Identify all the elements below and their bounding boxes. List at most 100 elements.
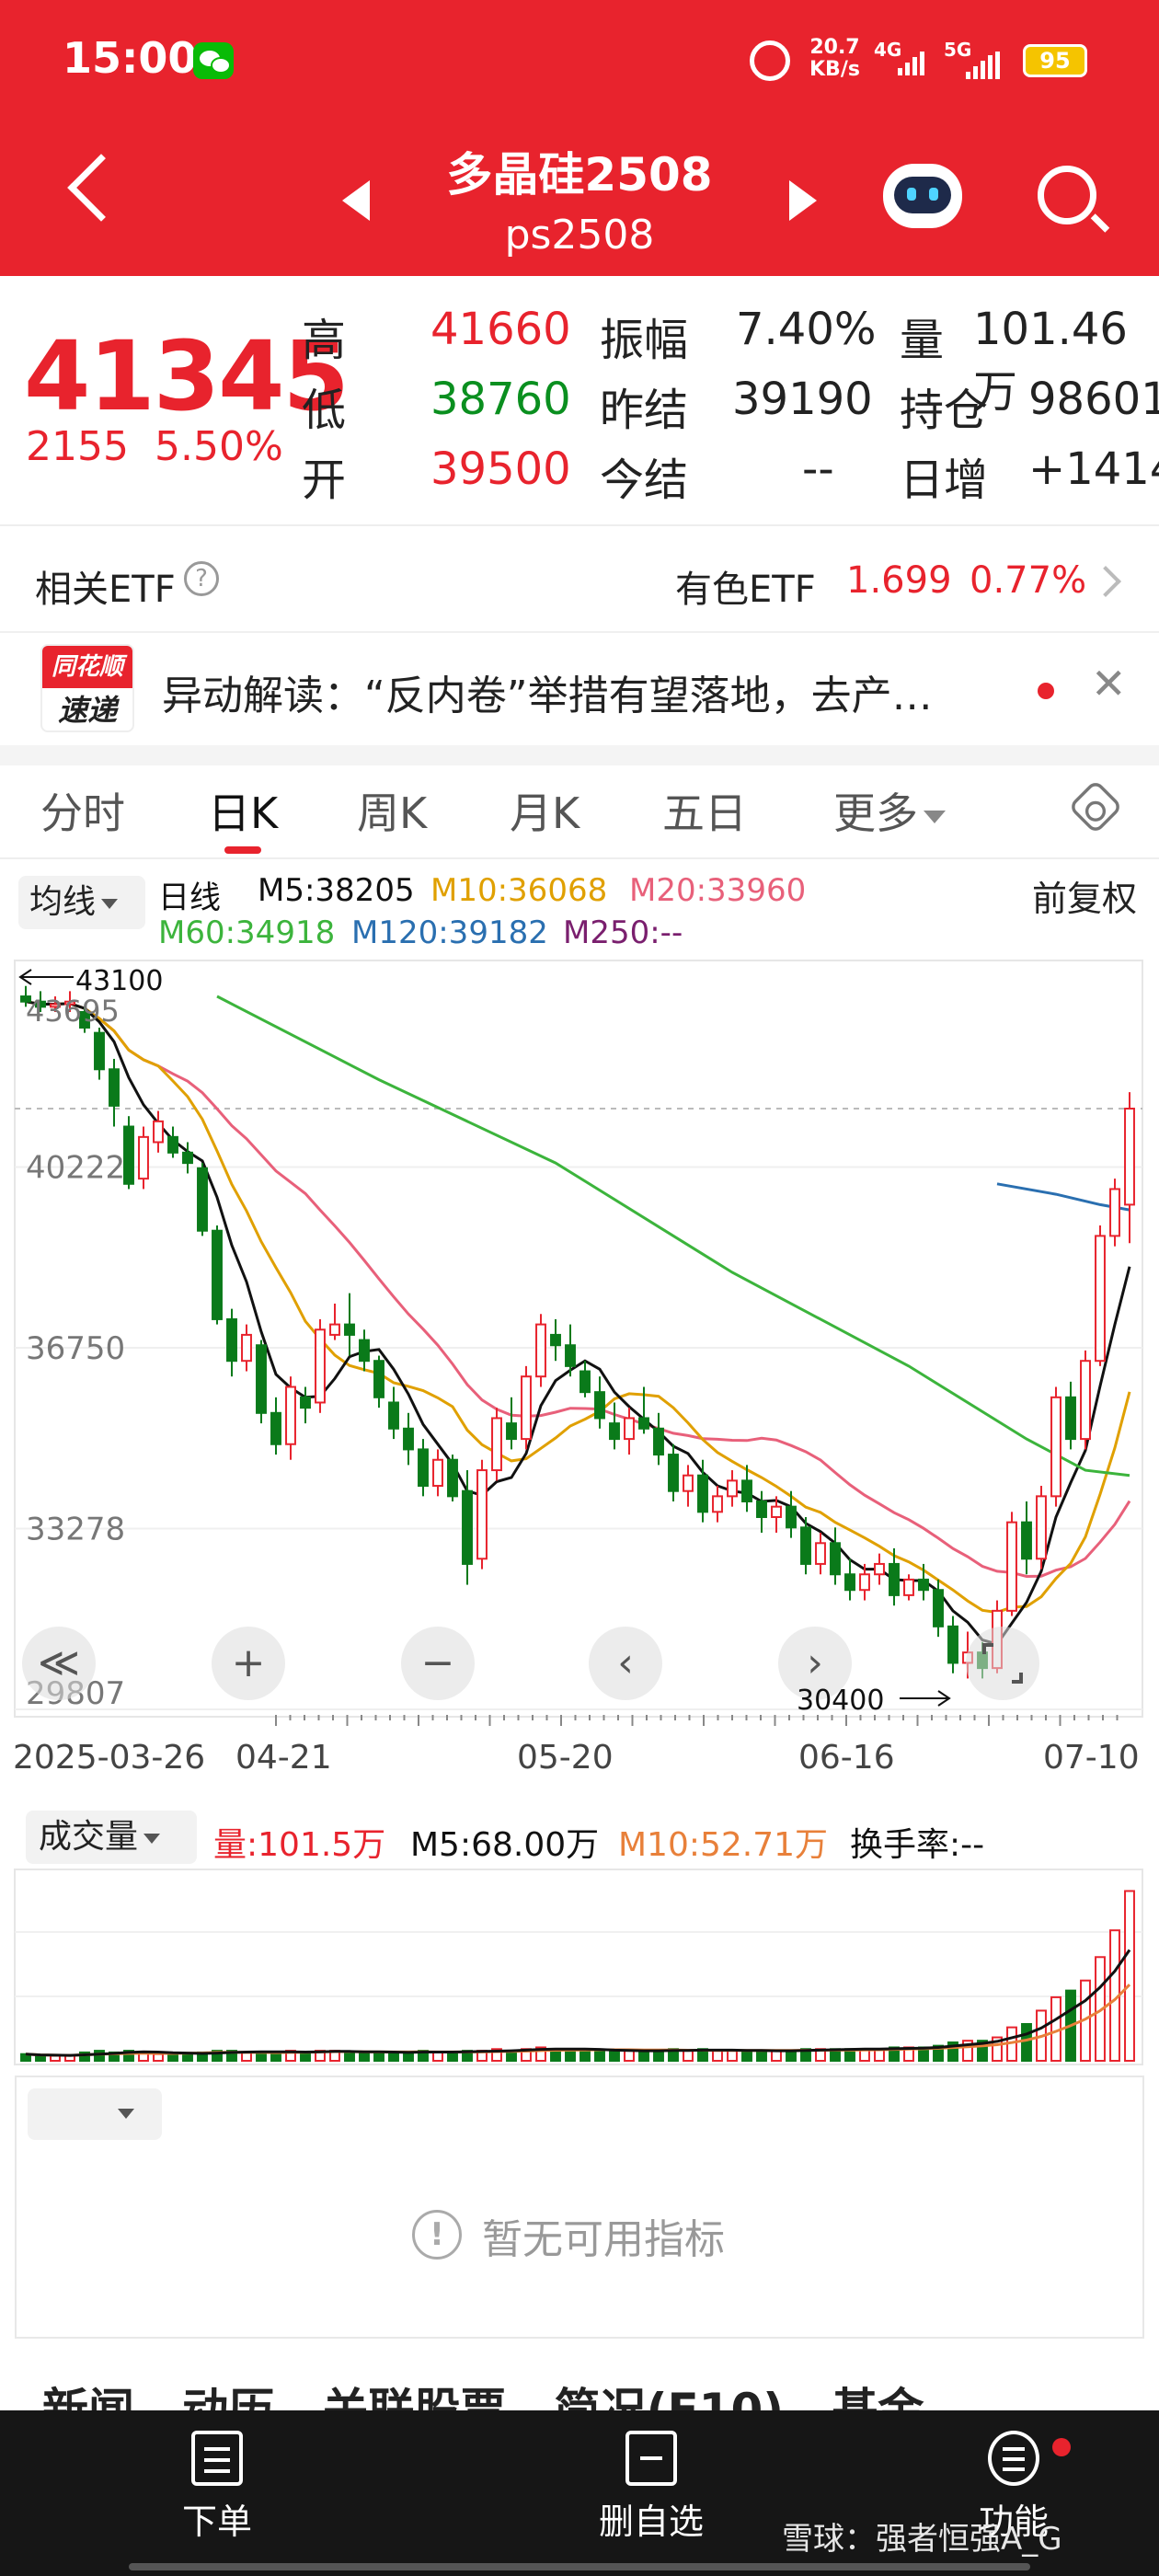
info-tabs-peek[interactable]: 新闻 动历 关联股票 简况(F10) 基金 xyxy=(42,2384,972,2410)
low-value: 38760 xyxy=(430,374,571,425)
page-title: 多晶硅2508 xyxy=(446,148,713,201)
ma-selector[interactable]: 均线 xyxy=(18,876,145,929)
candle xyxy=(1021,1501,1032,1575)
function-label: 功能 xyxy=(978,2501,1049,2542)
info-icon[interactable]: ? xyxy=(184,561,219,596)
related-etf-row[interactable]: 相关ETF ? 有色ETF 1.699 0.77% xyxy=(0,526,1159,633)
candle-body xyxy=(344,1323,355,1336)
signal-bars-icon xyxy=(966,52,1003,79)
volume-bar xyxy=(992,2036,1003,2063)
candle xyxy=(521,1365,532,1450)
chevron-right-button[interactable]: › xyxy=(778,1627,852,1700)
alarm-icon xyxy=(750,40,790,81)
indicator-selector[interactable] xyxy=(28,2088,162,2140)
line-type-label: 日线 xyxy=(158,880,221,916)
close-icon[interactable]: ✕ xyxy=(1091,659,1127,708)
candle-body xyxy=(64,1000,75,1006)
candle xyxy=(653,1412,664,1466)
caret-down-icon xyxy=(101,898,119,909)
candle xyxy=(1124,1092,1135,1244)
news-ticker[interactable]: 同花顺 速递 异动解读：“反内卷”举措有望落地，去产… ✕ xyxy=(0,635,1159,745)
tab-monthly-k[interactable]: 月K xyxy=(510,788,580,838)
candle xyxy=(535,1314,546,1387)
volume-selector[interactable]: 成交量 xyxy=(26,1811,197,1864)
candle-body xyxy=(550,1333,561,1347)
kline-chart[interactable]: 4369540222367503327829807 2025-03-2604-2… xyxy=(0,957,1159,1803)
candle-body xyxy=(20,995,31,1003)
search-icon[interactable] xyxy=(1038,166,1096,224)
next-contract-icon[interactable] xyxy=(789,180,817,221)
zoom-in-icon-bg xyxy=(212,1627,285,1700)
prev-contract-icon[interactable] xyxy=(342,180,370,221)
zoom-in-button[interactable]: + xyxy=(212,1627,285,1700)
minus-button[interactable]: − xyxy=(401,1627,475,1700)
tab-more[interactable]: 更多 xyxy=(833,780,946,841)
candle-body xyxy=(1124,1107,1135,1206)
warning-icon: ! xyxy=(412,2210,462,2260)
prev-settle-value: 39190 xyxy=(732,374,873,425)
candle xyxy=(167,1126,178,1158)
volume-bar xyxy=(786,2050,797,2063)
tab-five-day[interactable]: 五日 xyxy=(662,788,747,838)
candle-body xyxy=(594,1391,605,1420)
volume-chart[interactable] xyxy=(0,1868,1159,2070)
open-value: 39500 xyxy=(430,443,571,495)
volume-m5-line xyxy=(25,1949,1131,2057)
candle-body xyxy=(241,1333,252,1363)
chevron-left-button[interactable]: ‹ xyxy=(589,1627,662,1700)
high-value: 41660 xyxy=(430,304,571,355)
volume-bar xyxy=(947,2041,958,2062)
ai-assistant-robot-icon[interactable] xyxy=(883,164,962,228)
candle xyxy=(830,1527,841,1585)
candle xyxy=(285,1376,296,1460)
candle xyxy=(1109,1179,1120,1247)
zoom-out-button[interactable]: ≪ xyxy=(22,1627,96,1700)
tab-intraday[interactable]: 分时 xyxy=(40,788,125,838)
tab-weekly-k[interactable]: 周K xyxy=(357,788,428,838)
candle-body xyxy=(123,1125,134,1185)
network-speed: 20.7 KB/s xyxy=(809,37,860,81)
candle xyxy=(79,1006,90,1033)
watermark: 雪球：强者恒强A_G xyxy=(782,2521,1062,2558)
volume-bar xyxy=(580,2050,591,2063)
candle-body xyxy=(903,1578,914,1596)
candle xyxy=(270,1397,281,1455)
home-indicator[interactable] xyxy=(129,2563,1030,2570)
candle xyxy=(226,1308,237,1377)
y-axis-label: 36750 xyxy=(26,1330,125,1367)
candle xyxy=(565,1324,576,1377)
volume-bar xyxy=(653,2050,664,2063)
candle-body xyxy=(638,1417,649,1430)
price-adjust-mode[interactable]: 前复权 xyxy=(1032,879,1138,919)
order-button[interactable]: 下单 xyxy=(125,2431,309,2544)
candle xyxy=(609,1402,620,1450)
candle xyxy=(815,1532,826,1575)
candle-body xyxy=(79,1011,90,1029)
news-headline[interactable]: 异动解读：“反内卷”举措有望落地，去产… xyxy=(162,673,933,719)
tab-more-label: 更多 xyxy=(833,788,918,838)
net-speed-unit: KB/s xyxy=(809,58,860,81)
prev-settle-label: 昨结 xyxy=(600,385,689,436)
settle-label: 今结 xyxy=(600,454,689,506)
back-icon[interactable] xyxy=(67,154,135,222)
signal-label-5g: 5G xyxy=(944,39,972,61)
candle-body xyxy=(226,1317,237,1363)
candle-body xyxy=(432,1458,443,1488)
candle xyxy=(638,1386,649,1434)
candle xyxy=(447,1455,458,1502)
tab-daily-k[interactable]: 日K xyxy=(208,788,279,838)
volume-bar xyxy=(373,2051,384,2062)
fullscreen-button[interactable] xyxy=(966,1627,1039,1700)
candle xyxy=(138,1126,149,1190)
ma20-line xyxy=(25,1000,1131,1579)
amplitude-label: 振幅 xyxy=(600,315,689,366)
kline-frame xyxy=(14,960,1143,1718)
function-button[interactable]: 功能 xyxy=(922,2431,1106,2544)
candle xyxy=(550,1318,561,1362)
logo-top-text: 同花顺 xyxy=(42,646,132,688)
volume-selector-label: 成交量 xyxy=(39,1818,139,1856)
candle xyxy=(800,1516,811,1575)
candle-body xyxy=(535,1323,546,1378)
remove-watchlist-button[interactable]: 删自选 xyxy=(559,2431,743,2544)
candle-body xyxy=(918,1578,929,1592)
